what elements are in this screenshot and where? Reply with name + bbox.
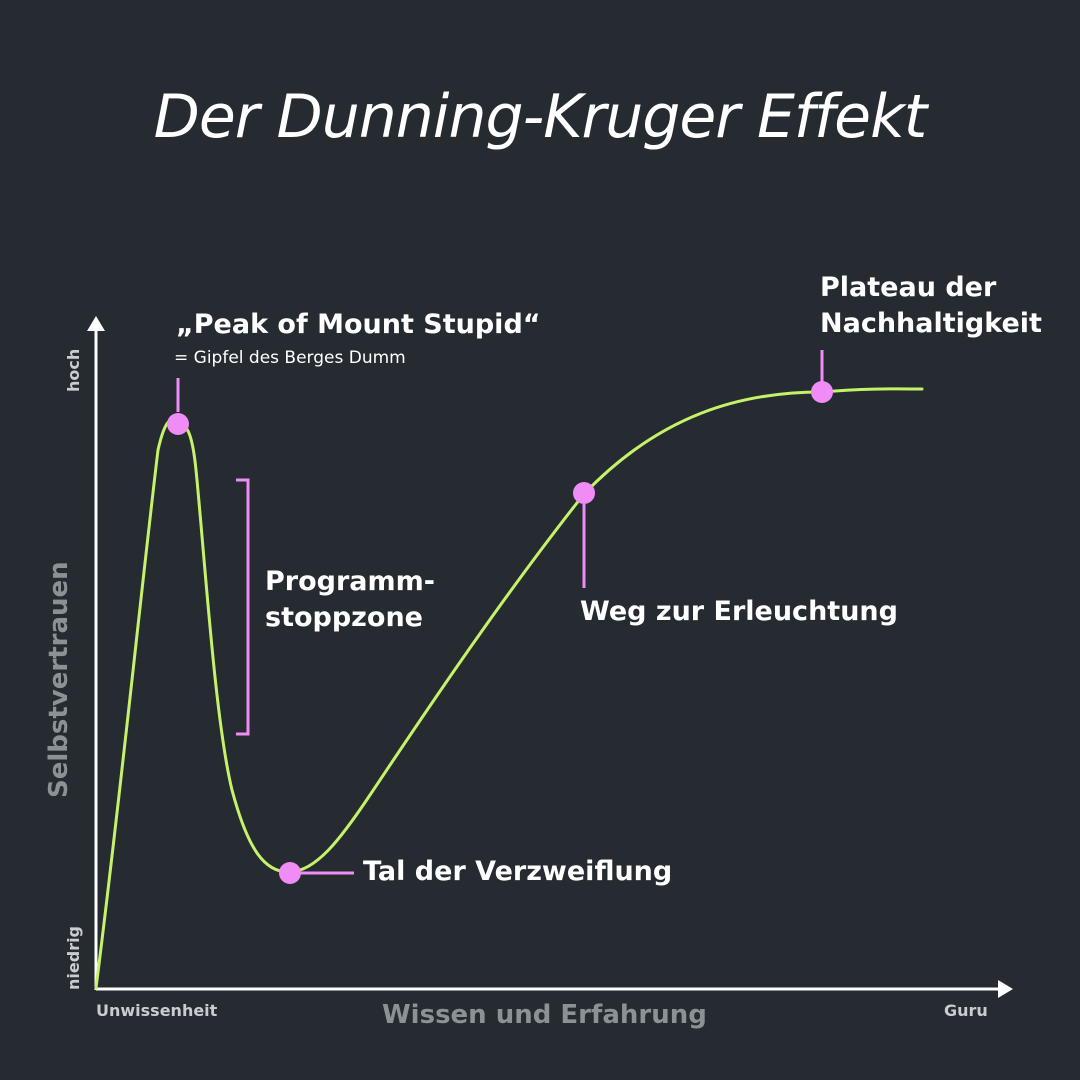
x-axis-arrow [998, 980, 1013, 998]
x-axis-high-label: Guru [944, 1001, 988, 1020]
y-axis-title: Selbstvertrauen [44, 561, 74, 798]
stop-zone-bracket [236, 478, 250, 736]
diagram-title: Der Dunning-Kruger Effekt [153, 82, 928, 152]
stop-zone-label-line2: stoppzone [265, 602, 423, 633]
stop-zone-label-line1: Programm- [265, 566, 435, 597]
plateau-marker [811, 381, 833, 403]
peak-label: „Peak of Mount Stupid“ [176, 309, 541, 340]
valley-marker [279, 862, 301, 884]
x-axis-low-label: Unwissenheit [96, 1001, 218, 1020]
valley-label: Tal der Verzweiflung [363, 856, 673, 887]
confidence-curve [94, 387, 924, 990]
slope-marker [573, 482, 595, 504]
peak-marker [167, 413, 189, 435]
plateau-label-line2: Nachhaltigkeit [820, 308, 1042, 339]
y-axis-arrow [87, 316, 105, 331]
y-axis-low-label: niedrig [64, 925, 83, 990]
y-axis-high-label: hoch [64, 348, 83, 392]
slope-label: Weg zur Erleuchtung [580, 596, 898, 627]
x-axis-title: Wissen und Erfahrung [382, 1000, 707, 1030]
plateau-label-line1: Plateau der [820, 272, 997, 303]
peak-sublabel: = Gipfel des Berges Dumm [174, 348, 406, 368]
